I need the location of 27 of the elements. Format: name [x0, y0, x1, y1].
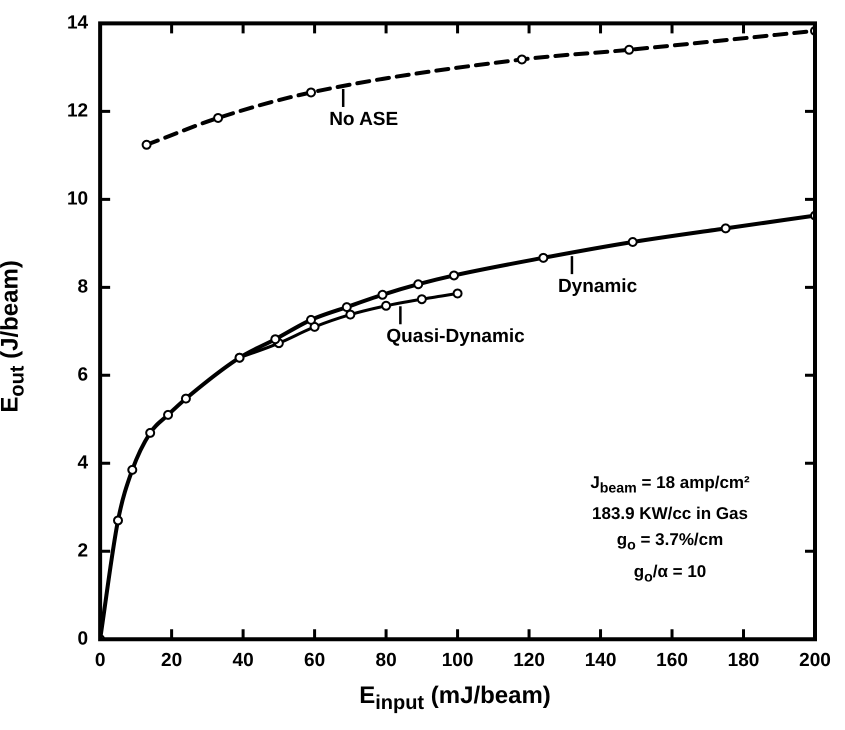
y-tick-label: 2 — [78, 540, 88, 562]
y-tick-label: 0 — [78, 628, 88, 650]
x-tick-label: 0 — [94, 650, 106, 671]
x-tick-label: 100 — [442, 650, 474, 671]
x-tick-label: 160 — [656, 650, 688, 671]
y-tick-label: 8 — [78, 276, 88, 298]
x-tick-label: 60 — [304, 650, 326, 671]
x-tick-label: 140 — [584, 650, 616, 671]
x-tick-label: 80 — [376, 650, 397, 671]
annotation: 183.9 KW/cc in Gas — [591, 503, 749, 526]
y-tick-label: 6 — [78, 364, 88, 386]
x-axis-title: E$_{input}$ (mJ/beam) — [358, 682, 552, 715]
x-tick-label: 120 — [513, 650, 545, 671]
annotation: No ASE — [329, 108, 398, 131]
annotation: Quasi-Dynamic — [386, 326, 525, 348]
annotation: g$_{o}$ = 3.7%/cm — [616, 529, 724, 556]
y-tick-label: 14 — [66, 12, 89, 34]
annotation: J$_{beam}$ = 18 amp/cm² — [589, 472, 751, 498]
x-tick-label: 180 — [728, 650, 760, 671]
annotation: g$_{o}$/α = 10 — [632, 560, 708, 588]
x-tick-label: 40 — [232, 650, 254, 671]
y-tick-label: 12 — [66, 100, 88, 122]
x-tick-label: 20 — [161, 650, 182, 671]
y-tick-label: 4 — [78, 452, 89, 474]
x-tick-label: 200 — [799, 650, 831, 671]
y-tick-label: 10 — [66, 188, 88, 210]
annotation: Dynamic — [558, 276, 638, 298]
